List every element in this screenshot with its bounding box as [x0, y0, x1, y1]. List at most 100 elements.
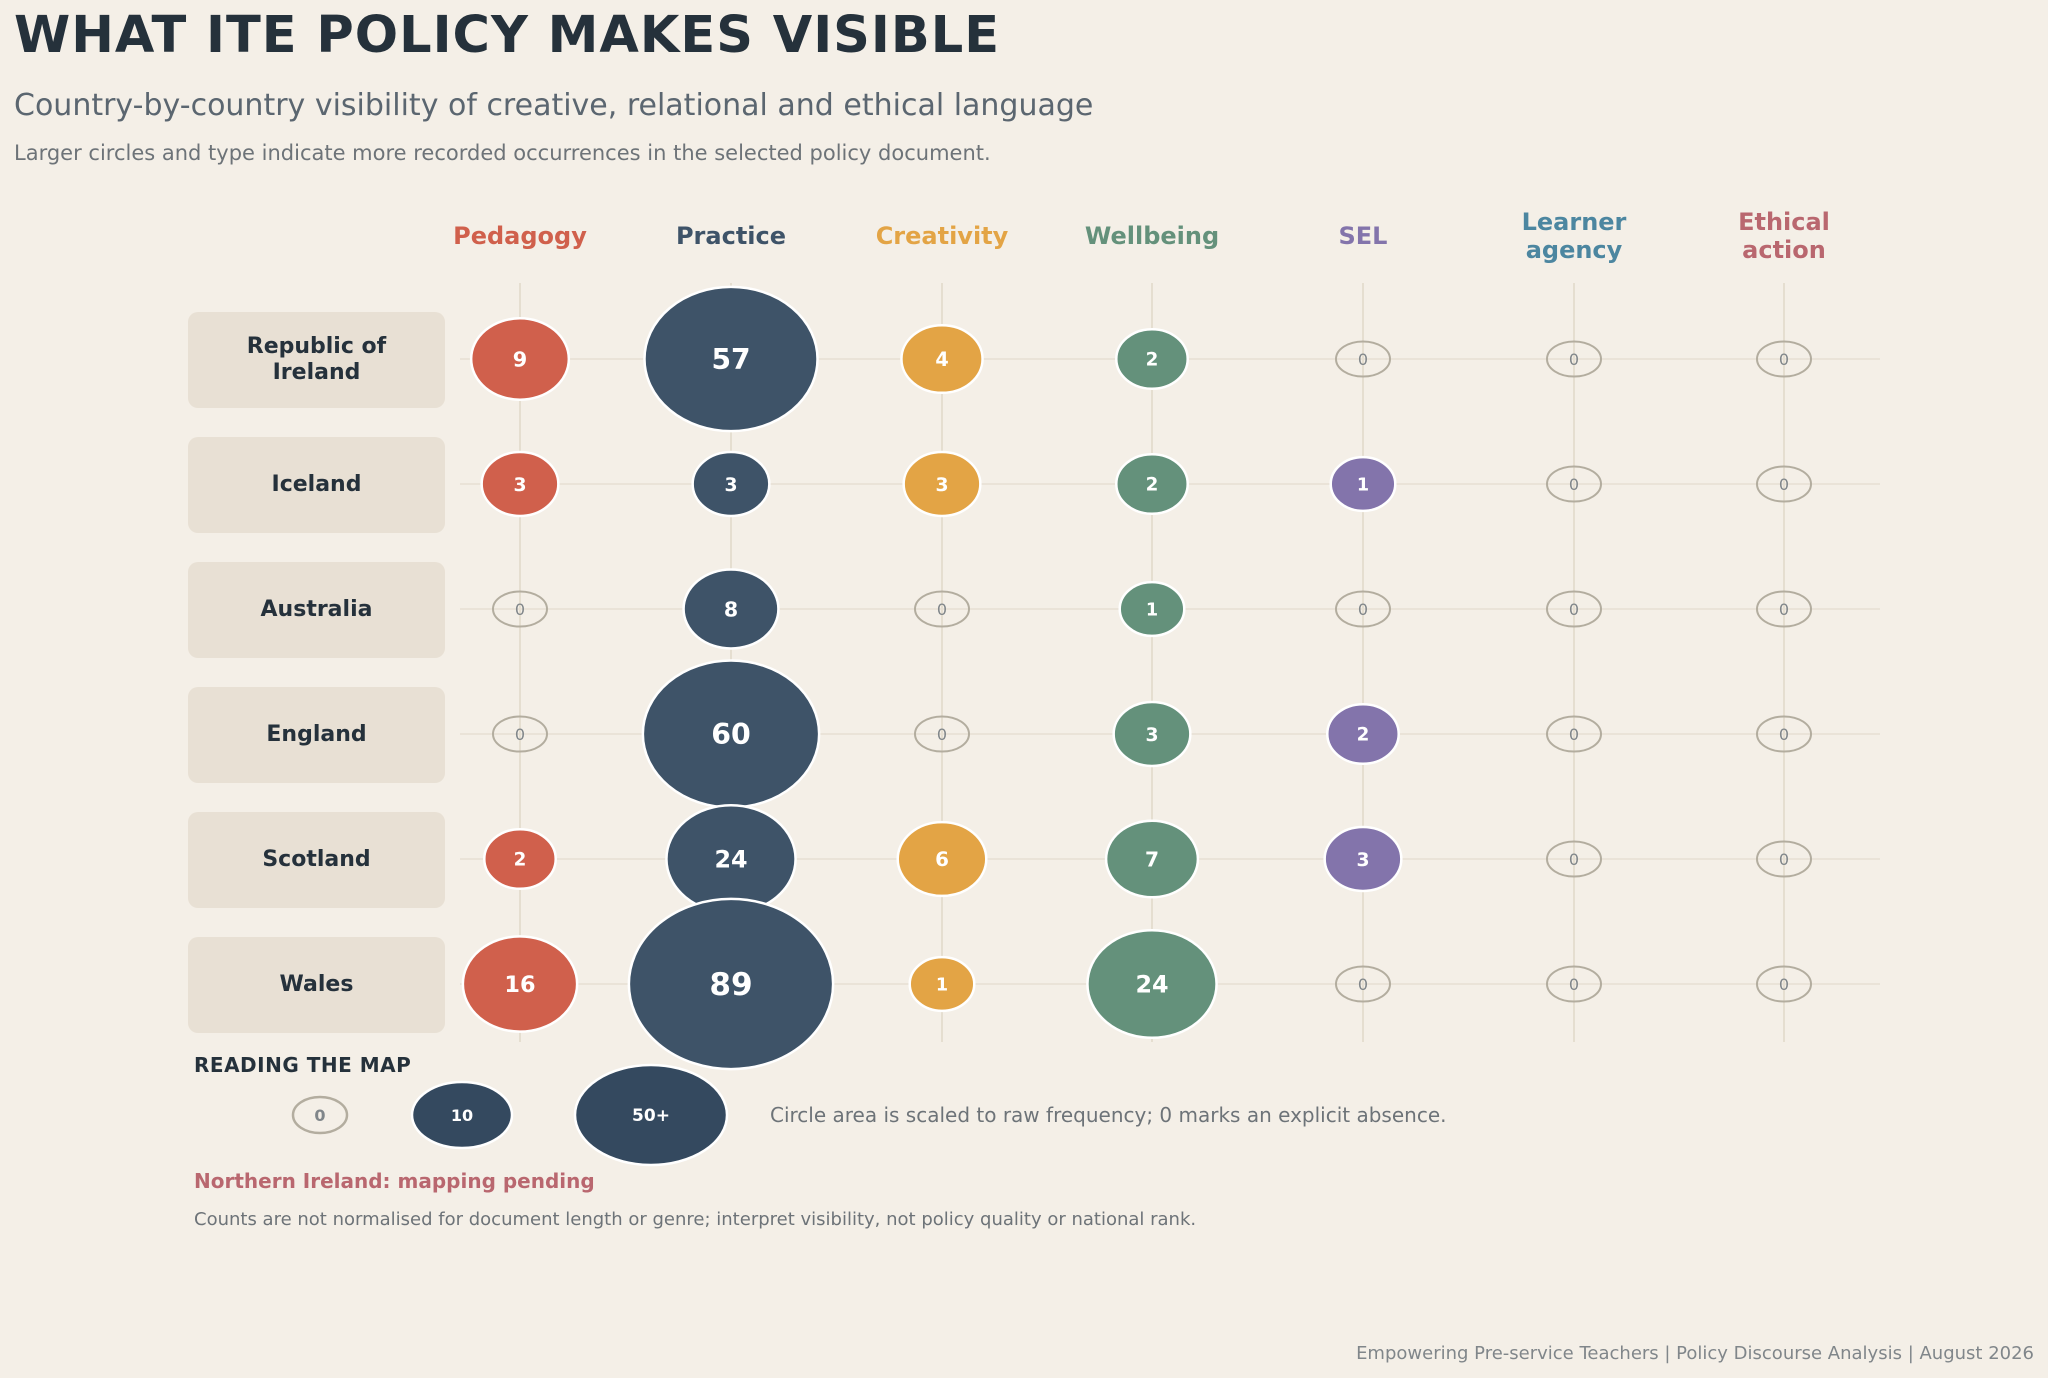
column-header-pedagogy: Pedagogy: [453, 222, 587, 250]
bubble-value: 3: [935, 475, 948, 496]
bubble-england-learner-agency: 0: [1546, 715, 1602, 753]
legend-text: Circle area is scaled to raw frequency; …: [770, 1103, 1447, 1127]
column-header-practice: Practice: [675, 222, 787, 250]
bubble-value: 0: [515, 725, 525, 744]
bubble-value: 0: [1569, 350, 1579, 369]
zero-marker: [1546, 340, 1602, 378]
legend-circle: [291, 1095, 349, 1135]
zero-marker: [1546, 965, 1602, 1003]
bubble-value: 0: [1569, 975, 1579, 994]
bubble-england-wellbeing: 3: [1112, 700, 1192, 768]
legend-label: 0: [314, 1106, 325, 1125]
row-label-republic-of-ireland: Republic of Ireland: [188, 312, 445, 408]
bubble-value: 0: [1358, 350, 1368, 369]
page-title: WHAT ITE POLICY MAKES VISIBLE: [14, 6, 1001, 65]
bubble-value: 16: [504, 972, 535, 998]
bubble-australia-learner-agency: 0: [1546, 590, 1602, 628]
page-subtitle: Country-by-country visibility of creativ…: [14, 88, 1094, 123]
bubble-republic-of-ireland-wellbeing: 2: [1115, 327, 1189, 391]
bubble-republic-of-ireland-creativity: 4: [900, 323, 984, 395]
legend-label: 50+: [632, 1106, 670, 1126]
bubble-value: 7: [1145, 847, 1159, 871]
bubble-value: 0: [1779, 850, 1789, 869]
bubble-wales-creativity: 1: [908, 955, 976, 1013]
row-label-text: Australia: [260, 597, 373, 622]
zero-marker: [492, 590, 548, 628]
zero-marker: [1756, 590, 1812, 628]
zero-marker: [1756, 840, 1812, 878]
zero-marker: [1756, 965, 1812, 1003]
zero-marker: [1335, 590, 1391, 628]
bubble-australia-practice: 8: [682, 568, 780, 650]
column-header-creativity: Creativity: [875, 222, 1009, 250]
bubble-scotland-pedagogy: 2: [483, 827, 557, 891]
bubble-value: 2: [1357, 725, 1370, 746]
zero-marker: [1335, 340, 1391, 378]
bubble-england-creativity: 0: [914, 715, 970, 753]
bubble-value: 24: [1135, 971, 1168, 999]
bubble-wales-ethical-action: 0: [1756, 965, 1812, 1003]
bubble-value: 0: [1358, 975, 1368, 994]
legend-title: READING THE MAP: [194, 1053, 412, 1077]
bubble-value: 2: [514, 850, 527, 871]
bubble-republic-of-ireland-ethical-action: 0: [1756, 340, 1812, 378]
bubble-value: 0: [1779, 975, 1789, 994]
row-label-text: England: [266, 722, 367, 747]
bubble-value: 0: [937, 725, 947, 744]
zero-marker: [1546, 465, 1602, 503]
bubble-value: 24: [714, 846, 747, 874]
bubble-value: 2: [1146, 475, 1159, 496]
legend-sample-2: 10: [410, 1080, 514, 1150]
zero-marker: [1546, 590, 1602, 628]
bubble-circle: [627, 897, 835, 1071]
bubble-value: 60: [711, 718, 751, 751]
bubble-circle: [1104, 819, 1200, 899]
legend-circle: [410, 1080, 514, 1150]
bubble-australia-creativity: 0: [914, 590, 970, 628]
bubble-value: 0: [1569, 725, 1579, 744]
bubble-circle: [461, 935, 579, 1033]
bubble-circle: [900, 323, 984, 395]
bubble-circle: [1115, 452, 1189, 516]
bubble-iceland-pedagogy: 3: [480, 450, 560, 518]
bubble-england-practice: 60: [641, 659, 821, 809]
bubble-circle: [1115, 327, 1189, 391]
bubble-value: 4: [935, 348, 948, 371]
bubble-scotland-wellbeing: 7: [1104, 819, 1200, 899]
bubble-wales-pedagogy: 16: [461, 935, 579, 1033]
size-note: Larger circles and type indicate more re…: [14, 141, 991, 165]
bubble-circle: [1086, 928, 1218, 1040]
bubble-value: 0: [1569, 600, 1579, 619]
bubble-value: 1: [936, 975, 948, 995]
row-label-text: Iceland: [271, 472, 362, 497]
bubble-circle: [480, 450, 560, 518]
bubble-circle: [469, 317, 571, 401]
bubble-value: 9: [513, 347, 527, 371]
zero-marker: [1756, 340, 1812, 378]
bubble-republic-of-ireland-sel: 0: [1335, 340, 1391, 378]
zero-marker: [914, 590, 970, 628]
bubble-scotland-ethical-action: 0: [1756, 840, 1812, 878]
row-label-wales: Wales: [188, 937, 445, 1033]
legend-sample-3: 50+: [573, 1063, 729, 1167]
bubble-value: 3: [1145, 725, 1158, 746]
row-label-text: Scotland: [262, 847, 371, 872]
legend-circle: [573, 1063, 729, 1167]
bubble-wales-sel: 0: [1335, 965, 1391, 1003]
bubble-value: 1: [1146, 600, 1158, 620]
bubble-republic-of-ireland-practice: 57: [643, 285, 819, 433]
bubble-value: 0: [1779, 600, 1789, 619]
bubble-australia-sel: 0: [1335, 590, 1391, 628]
bubble-value: 0: [1569, 850, 1579, 869]
zero-marker: [914, 715, 970, 753]
footer: Empowering Pre-service Teachers | Policy…: [1356, 1343, 2034, 1364]
bubble-circle: [643, 285, 819, 433]
row-label-england: England: [188, 687, 445, 783]
zero-marker: [1546, 840, 1602, 878]
bubble-wales-wellbeing: 24: [1086, 928, 1218, 1040]
column-header-learner-agency: Learner agency: [1521, 208, 1627, 264]
bubble-england-pedagogy: 0: [492, 715, 548, 753]
bubble-iceland-practice: 3: [691, 450, 771, 518]
bubble-iceland-learner-agency: 0: [1546, 465, 1602, 503]
bubble-value: 89: [709, 967, 752, 1003]
